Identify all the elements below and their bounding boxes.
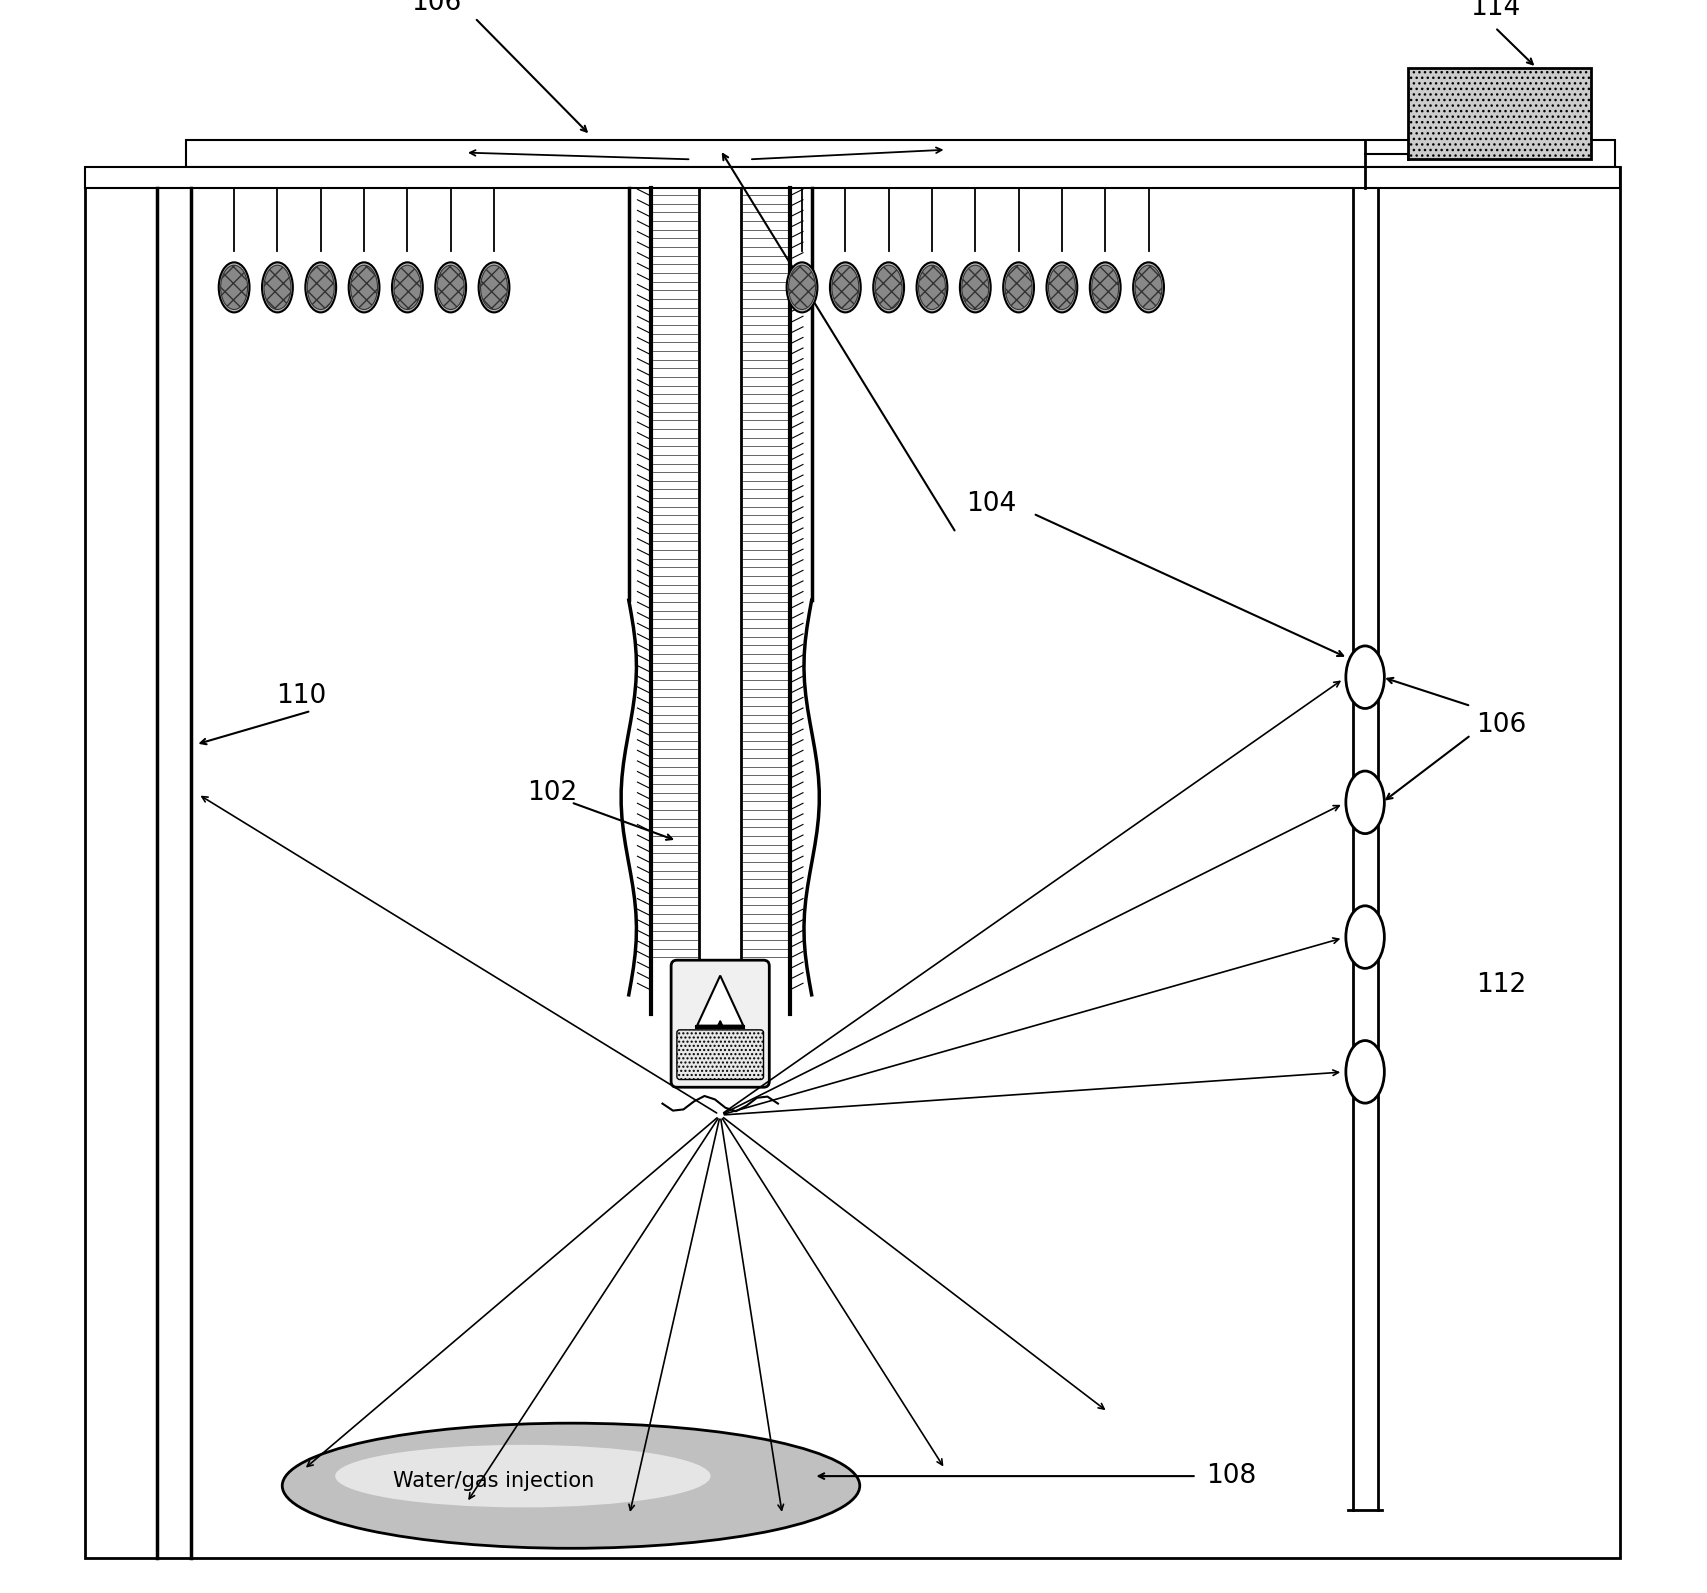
Ellipse shape xyxy=(1004,264,1031,309)
Ellipse shape xyxy=(282,1423,859,1548)
Text: 106: 106 xyxy=(411,0,461,16)
Ellipse shape xyxy=(874,264,901,309)
Text: 114: 114 xyxy=(1470,0,1519,21)
Ellipse shape xyxy=(917,263,947,312)
Ellipse shape xyxy=(959,263,990,312)
Ellipse shape xyxy=(830,263,860,312)
Ellipse shape xyxy=(1345,645,1384,709)
FancyBboxPatch shape xyxy=(676,1029,763,1080)
Ellipse shape xyxy=(350,264,377,309)
Ellipse shape xyxy=(1048,264,1075,309)
Text: Water/gas injection: Water/gas injection xyxy=(393,1470,594,1491)
Ellipse shape xyxy=(1089,263,1120,312)
Ellipse shape xyxy=(391,263,423,312)
Text: 106: 106 xyxy=(1475,712,1524,738)
FancyBboxPatch shape xyxy=(671,961,768,1088)
Ellipse shape xyxy=(1091,264,1118,309)
Ellipse shape xyxy=(306,263,336,312)
Ellipse shape xyxy=(1345,771,1384,833)
Ellipse shape xyxy=(307,264,335,309)
Ellipse shape xyxy=(1132,263,1162,312)
Bar xyxy=(696,1026,744,1027)
Ellipse shape xyxy=(437,264,464,309)
Ellipse shape xyxy=(480,264,507,309)
Ellipse shape xyxy=(787,263,818,312)
Bar xyxy=(85,167,1620,188)
Ellipse shape xyxy=(220,264,248,309)
Ellipse shape xyxy=(348,263,379,312)
Text: 112: 112 xyxy=(1475,972,1524,999)
Ellipse shape xyxy=(1002,263,1033,312)
Ellipse shape xyxy=(872,263,903,312)
Ellipse shape xyxy=(478,263,509,312)
Ellipse shape xyxy=(335,1445,710,1507)
Ellipse shape xyxy=(831,264,859,309)
Text: 104: 104 xyxy=(964,491,1016,518)
Text: 108: 108 xyxy=(1205,1462,1256,1489)
Ellipse shape xyxy=(261,263,292,312)
Ellipse shape xyxy=(1345,906,1384,969)
Ellipse shape xyxy=(435,263,466,312)
Text: 110: 110 xyxy=(277,683,326,709)
Ellipse shape xyxy=(789,264,814,309)
Bar xyxy=(1408,68,1591,159)
Ellipse shape xyxy=(918,264,946,309)
Ellipse shape xyxy=(218,263,249,312)
Ellipse shape xyxy=(1135,264,1161,309)
Ellipse shape xyxy=(265,264,290,309)
Ellipse shape xyxy=(1345,1040,1384,1102)
Ellipse shape xyxy=(1046,263,1077,312)
Ellipse shape xyxy=(961,264,988,309)
Bar xyxy=(186,140,1615,167)
Ellipse shape xyxy=(394,264,420,309)
Text: 102: 102 xyxy=(526,779,577,806)
Polygon shape xyxy=(696,975,743,1026)
